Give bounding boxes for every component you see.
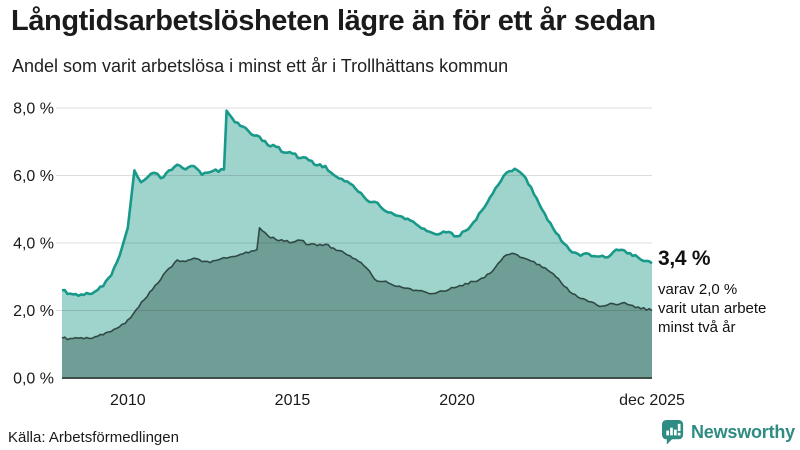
annotation-line: varav 2,0 % <box>658 281 738 298</box>
newsworthy-wordmark: Newsworthy <box>690 422 795 442</box>
y-axis-tick-label: 4,0 % <box>13 236 54 253</box>
x-axis-tick-label: 2015 <box>275 392 311 409</box>
y-axis-tick-label: 0,0 % <box>13 371 54 388</box>
newsworthy-brand: Newsworthy <box>661 419 795 446</box>
latest-value-description: varav 2,0 % varit utan arbete minst två … <box>658 280 800 337</box>
area-unemployed-min-two-years <box>62 227 652 378</box>
annotation-line: minst två år <box>658 319 736 336</box>
annotation-line: varit utan arbete <box>658 300 767 317</box>
source-attribution: Källa: Arbetsförmedlingen <box>8 429 179 446</box>
x-axis-tick-label: 2020 <box>439 392 475 409</box>
chart-subtitle: Andel som varit arbetslösa i minst ett å… <box>12 56 509 76</box>
latest-value-label: 3,4 % <box>658 247 711 270</box>
y-axis-tick-label: 6,0 % <box>13 168 54 185</box>
unemployment-area-chart: 0,0 % 2,0 % 4,0 % 6,0 % 8,0 % 2010 2015 2020 dec… <box>13 101 685 410</box>
newsworthy-logo-icon <box>661 420 684 445</box>
line-min-one-year <box>61 109 653 297</box>
y-axis-tick-label: 2,0 % <box>13 303 54 320</box>
x-axis-tick-label: 2010 <box>110 392 146 409</box>
y-axis-tick-label: 8,0 % <box>13 101 54 118</box>
x-axis-tick-label: dec 2025 <box>619 392 685 409</box>
line-min-two-years <box>61 227 653 341</box>
latest-value-annotation: 3,4 % varav 2,0 % varit utan arbete mins… <box>658 248 800 337</box>
chart-title: Långtidsarbetslösheten lägre än för ett … <box>11 5 656 37</box>
